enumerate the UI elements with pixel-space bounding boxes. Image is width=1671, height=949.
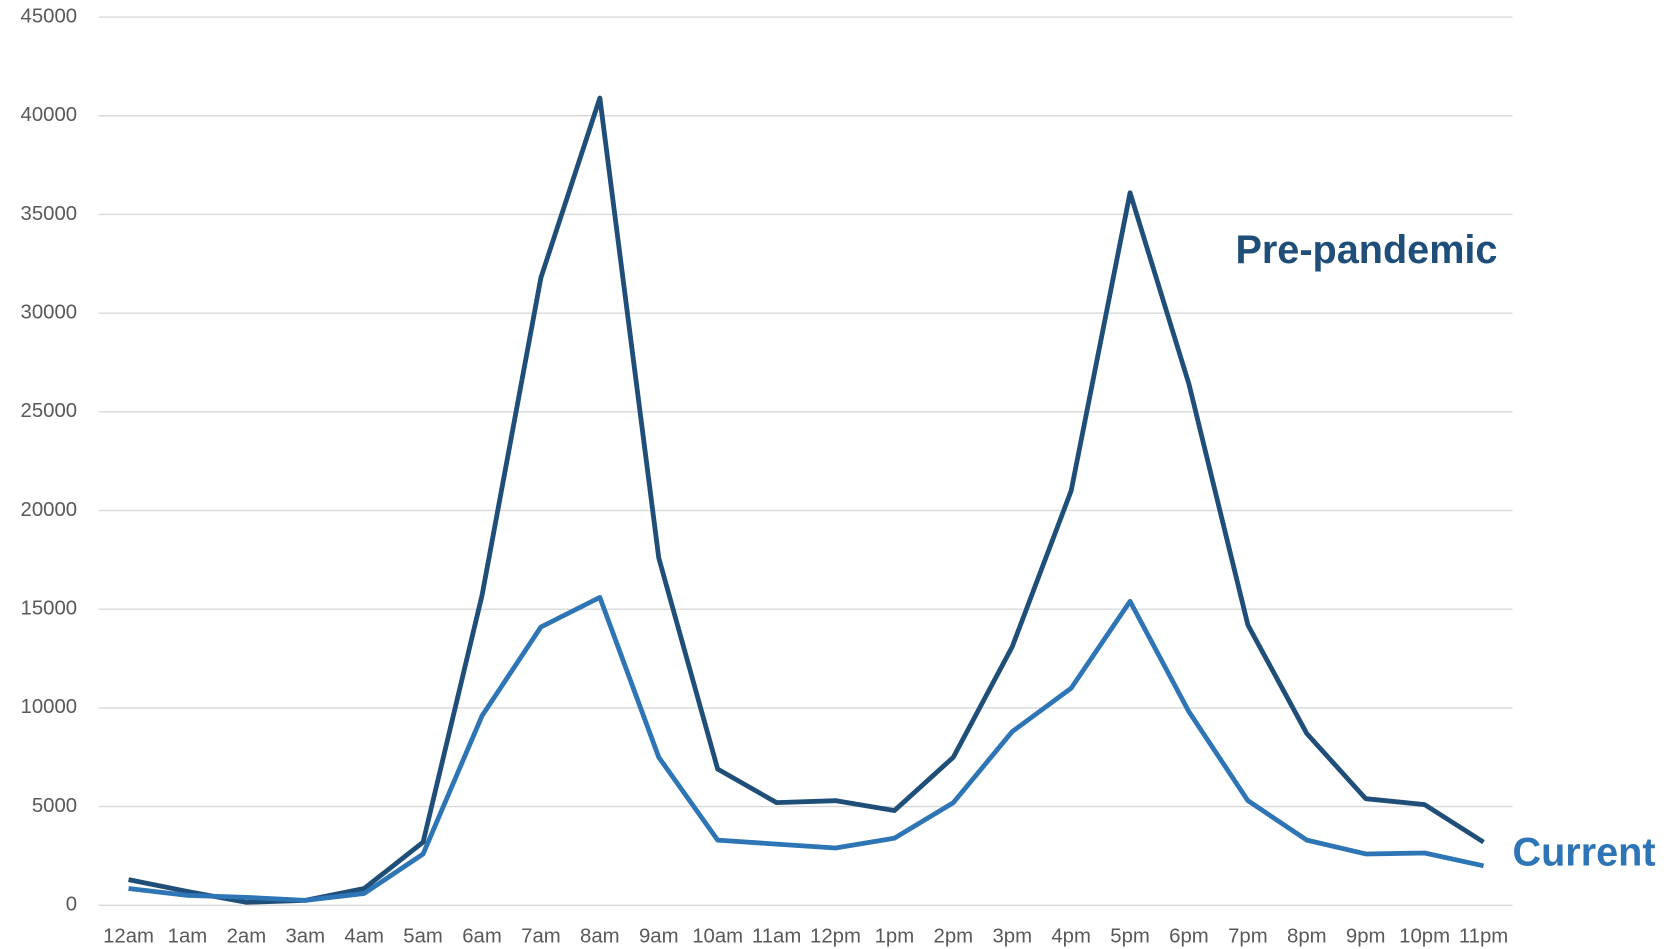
y-tick-label: 20000	[21, 499, 78, 521]
x-tick-label: 1pm	[875, 926, 915, 948]
x-tick-label: 3am	[285, 926, 325, 948]
x-tick-label: 9am	[639, 926, 679, 948]
x-tick-label: 2am	[227, 926, 267, 948]
x-tick-label: 6am	[462, 926, 502, 948]
x-tick-label: 11pm	[1459, 926, 1508, 948]
x-tick-label: 3pm	[992, 926, 1032, 948]
y-tick-label: 35000	[21, 203, 78, 225]
y-tick-label: 25000	[21, 400, 78, 422]
y-tick-label: 0	[66, 894, 77, 916]
line-series	[128, 594, 1485, 903]
x-tick-label: 11am	[752, 926, 801, 948]
series-label: Current	[1512, 831, 1655, 875]
x-tick-label: 8am	[580, 926, 620, 948]
x-tick-label: 7am	[521, 926, 561, 948]
x-tick-label: 12am	[103, 926, 154, 948]
series-label: Pre-pandemic	[1235, 228, 1497, 272]
y-tick-label: 30000	[21, 302, 78, 324]
x-tick-label: 10am	[692, 926, 743, 948]
x-tick-label: 4am	[344, 926, 384, 948]
x-tick-label: 12pm	[810, 926, 861, 948]
x-tick-label: 10pm	[1399, 926, 1450, 948]
x-tick-label: 7pm	[1228, 926, 1268, 948]
line-series	[128, 95, 1485, 905]
x-tick-label: 4pm	[1051, 926, 1091, 948]
x-tick-label: 5pm	[1110, 926, 1150, 948]
y-tick-label: 40000	[21, 104, 78, 126]
x-tick-label: 6pm	[1169, 926, 1209, 948]
y-tick-label: 15000	[21, 598, 78, 620]
y-tick-label: 45000	[21, 5, 78, 27]
x-tick-label: 8pm	[1287, 926, 1327, 948]
y-tick-label: 10000	[21, 696, 78, 718]
x-tick-label: 1am	[168, 926, 208, 948]
x-tick-label: 9pm	[1346, 926, 1386, 948]
x-tick-label: 2pm	[934, 926, 974, 948]
x-tick-label: 5am	[403, 926, 443, 948]
y-tick-label: 5000	[32, 795, 77, 817]
